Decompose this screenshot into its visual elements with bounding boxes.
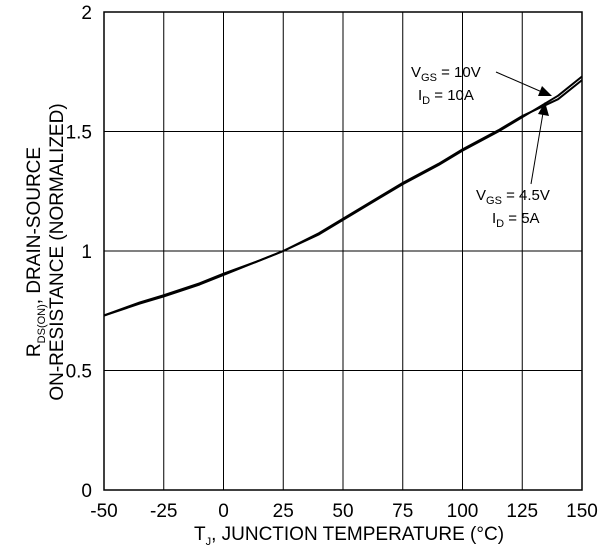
series-line-vgs-10v	[103, 75, 583, 317]
x-tick-label: -50	[90, 501, 117, 522]
x-tick-label: 100	[447, 501, 479, 522]
series-lines	[103, 75, 583, 317]
y-tick-label: 0	[81, 481, 92, 502]
y-tick-label: 1	[81, 242, 92, 263]
y-axis-label: RDS(ON), DRAIN-SOURCE ON-RESISTANCE (NOR…	[24, 103, 68, 400]
annotation-id-5a: ID = 5A	[492, 210, 540, 230]
x-tick-label: 50	[332, 501, 353, 522]
annotation-vgs-10v: VGS = 10V ID = 10A	[411, 64, 552, 107]
series-line-vgs-4.5v	[103, 79, 583, 317]
x-tick-label: 0	[218, 501, 229, 522]
annotation-arrowhead-10v	[538, 86, 552, 96]
annotation-vgs-10v-line1: VGS = 10V	[411, 64, 481, 84]
y-tick-label: 0.5	[66, 362, 92, 383]
x-tick-label: 75	[392, 501, 413, 522]
y-tick-label: 1.5	[66, 123, 92, 144]
x-tick-labels: -50 -25 0 25 50 75 100 125 150	[90, 501, 598, 522]
y-tick-label: 2	[81, 3, 92, 24]
annotation-arrow-10v	[495, 71, 543, 93]
annotation-vgs-4.5v: VGS = 4.5V ID = 5A	[476, 102, 550, 230]
y-axis-label-line2: ON-RESISTANCE (NORMALIZED)	[47, 103, 68, 400]
y-tick-labels: 0 0.5 1 1.5 2	[66, 3, 92, 502]
grid	[104, 12, 582, 490]
x-tick-label: 125	[506, 501, 538, 522]
y-axis-label-line1: RDS(ON), DRAIN-SOURCE	[24, 147, 48, 357]
plot-frame	[103, 11, 583, 491]
x-tick-label: 25	[273, 501, 294, 522]
annotation-arrowhead-4.5v	[538, 102, 549, 116]
annotation-vgs-4.5v-line1: VGS = 4.5V	[476, 187, 550, 207]
annotation-id-10a: ID = 10A	[418, 87, 474, 107]
x-tick-label: 150	[566, 501, 598, 522]
annotation-arrow-4.5v	[530, 112, 544, 185]
x-tick-label: -25	[150, 501, 177, 522]
x-axis-label: TJ, JUNCTION TEMPERATURE (°C)	[194, 524, 504, 546]
